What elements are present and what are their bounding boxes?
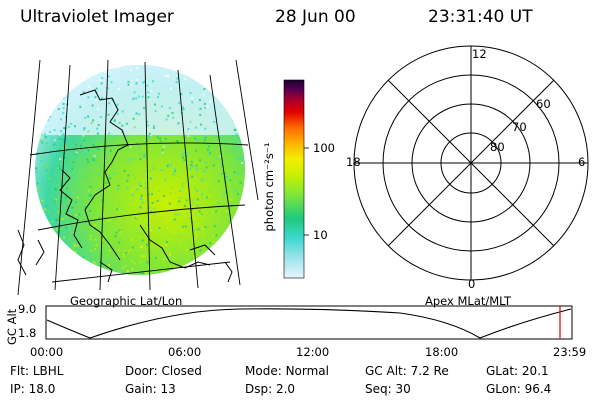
polar-panel-label: Apex MLat/MLT [425,294,512,308]
coastline-outline [17,89,233,283]
altitude-xtick-1200: 12:00 [296,345,330,359]
altitude-ylabel: GC Alt [5,308,19,345]
altitude-xtick-1800: 18:00 [425,345,459,359]
info-mode: Mode: Normal [245,364,329,378]
info-flt: Flt: LBHL [10,364,64,378]
info-ip: IP: 18.0 [10,382,56,396]
colorbar-unit-label: photon cm⁻²s⁻¹ [262,142,276,232]
altitude-xtick-0000: 00:00 [30,345,64,359]
colorbar-tick-100: 100 [313,141,335,155]
geographic-label: Geographic Lat/Lon [70,294,183,308]
mlt-label-18: 18 [346,155,361,169]
info-gc-alt: GC Alt: 7.2 Re [365,364,449,378]
polar-mlat-mlt-plot [353,45,589,281]
altitude-ytick-1: 1.8 [18,326,37,340]
altitude-xtick-0600: 06:00 [168,345,202,359]
info-door: Door: Closed [125,364,202,378]
info-gain: Gain: 13 [125,382,176,396]
date-label: 28 Jun 00 [275,7,356,27]
geographic-image-panel [17,59,259,296]
time-label: 23:31:40 UT [428,7,533,27]
mlt-label-0: 0 [468,277,476,291]
lat-lon-grid [17,59,259,296]
mlt-label-6: 6 [578,155,586,169]
mlt-label-12: 12 [472,47,487,61]
mlat-label-60: 60 [536,97,551,111]
mlat-label-70: 70 [512,120,527,134]
app-title: Ultraviolet Imager [20,7,174,27]
uv-image-disk [35,65,245,275]
mlat-label-80: 80 [490,140,505,154]
colorbar-tick-10: 10 [313,228,328,242]
color-scale-bar [283,79,309,279]
info-seq: Seq: 30 [365,382,411,396]
altitude-plot [45,305,573,340]
info-dsp: Dsp: 2.0 [245,382,296,396]
altitude-xtick-2359: 23:59 [553,345,587,359]
info-glat: GLat: 20.1 [486,364,549,378]
altitude-ytick-9: 9.0 [18,302,37,316]
info-glon: GLon: 96.4 [486,382,552,396]
